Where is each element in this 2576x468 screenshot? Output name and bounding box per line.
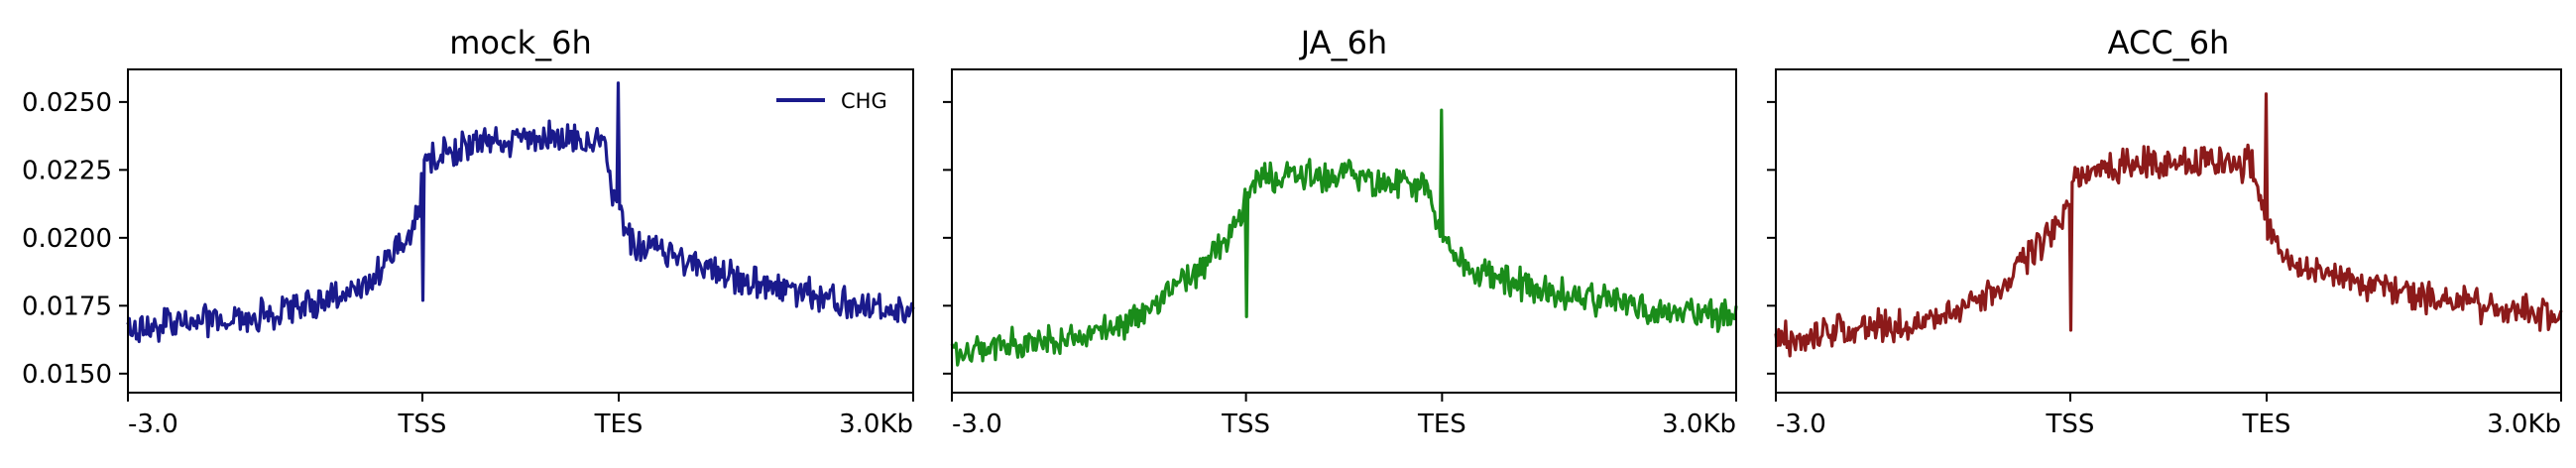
series-line-profile [950,108,1738,367]
legend-label: CHG [841,89,887,113]
series-line-profile [1774,92,2563,358]
y-tick-label: 0.0250 [22,88,112,118]
x-tick-label: 3.0Kb [2487,410,2561,439]
series-line-chg [126,81,915,344]
x-tick-label: TSS [398,410,447,439]
x-tick-label: -3.0 [128,410,178,439]
y-tick-label: 0.0150 [22,360,112,390]
panel-title: mock_6h [449,24,592,61]
panel-ja-6h: JA_6h -3.0 TSS TES 3.0Kb [943,24,1738,439]
panel-title: ACC_6h [2108,24,2230,61]
x-tick-label: TES [594,410,644,439]
x-tick-label: -3.0 [1776,410,1826,439]
legend: CHG [776,89,887,113]
panel-title: JA_6h [1299,24,1387,61]
plot-frame [127,68,914,394]
y-tick-label: 0.0225 [22,156,112,185]
x-tick-label: TSS [2046,410,2095,439]
x-tick-label: 3.0Kb [1662,410,1736,439]
x-tick-label: TSS [1221,410,1270,439]
plot-frame [951,68,1737,394]
x-tick-label: 3.0Kb [839,410,913,439]
x-tick-label: -3.0 [952,410,1002,439]
y-tick-label: 0.0175 [22,292,112,321]
x-tick-label: TES [1417,410,1466,439]
panel-acc-6h: ACC_6h -3.0 TSS TES 3.0Kb [1767,24,2563,439]
plot-frame [1775,68,2562,394]
x-tick-label: TES [2242,410,2291,439]
y-tick-label: 0.0200 [22,224,112,254]
panel-mock-6h: mock_6h 0.0150 0.0175 0.0200 0.0225 0.0250 -3.… [22,24,915,439]
